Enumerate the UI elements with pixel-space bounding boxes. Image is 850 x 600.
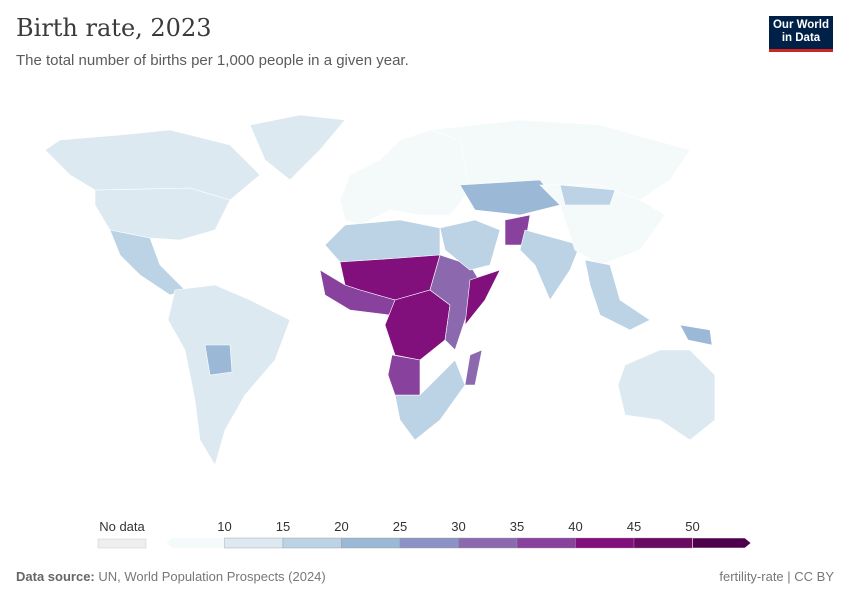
license[interactable]: fertility-rate | CC BY bbox=[719, 569, 834, 584]
page-subtitle: The total number of births per 1,000 peo… bbox=[16, 52, 409, 69]
legend-bin-0[interactable] bbox=[165, 537, 225, 549]
legend-bin-5[interactable] bbox=[458, 537, 518, 549]
data-source: Data source: UN, World Population Prospe… bbox=[16, 569, 326, 584]
legend-bin-6[interactable] bbox=[516, 537, 576, 549]
legend-tick-label: 30 bbox=[451, 519, 465, 534]
region-somalia[interactable]: Somalia bbox=[464, 269, 501, 326]
legend-tick-label: 45 bbox=[627, 519, 641, 534]
region-central-asia[interactable]: Central Asia bbox=[459, 179, 561, 216]
legend-tick-label: 15 bbox=[276, 519, 290, 534]
region-papua-new-guinea[interactable]: Papua New Guinea bbox=[679, 324, 713, 346]
region-south-asia[interactable]: South Asia bbox=[519, 229, 581, 301]
legend-bin-8[interactable] bbox=[633, 537, 693, 549]
legend-bin-1[interactable] bbox=[224, 537, 284, 549]
legend-tick-label: 40 bbox=[568, 519, 582, 534]
legend-bin-9[interactable] bbox=[692, 537, 752, 549]
region-europe[interactable]: Europe bbox=[339, 129, 471, 226]
region-north-africa[interactable]: North Africa bbox=[324, 219, 441, 263]
owid-logo[interactable]: Our World in Data bbox=[769, 16, 833, 52]
region-east-africa[interactable]: East Africa bbox=[429, 254, 486, 351]
legend-tick-label: 50 bbox=[685, 519, 699, 534]
region-madagascar[interactable]: Madagascar bbox=[464, 349, 483, 386]
legend-bin-7[interactable] bbox=[575, 537, 635, 549]
region-canada[interactable]: Canada bbox=[44, 129, 261, 201]
legend-tick-label: 35 bbox=[510, 519, 524, 534]
legend-tick-label: 25 bbox=[393, 519, 407, 534]
region-southern-africa[interactable]: Southern Africa bbox=[394, 359, 466, 441]
source-label: Data source: bbox=[16, 569, 95, 584]
source-text[interactable]: UN, World Population Prospects (2024) bbox=[98, 569, 326, 584]
region-south-america[interactable]: South America bbox=[167, 284, 291, 466]
legend-bin-2[interactable] bbox=[282, 537, 342, 549]
legend-tick-label: 20 bbox=[334, 519, 348, 534]
legend-bin-3[interactable] bbox=[341, 537, 401, 549]
region-middle-east[interactable]: Middle East bbox=[439, 219, 501, 271]
region-southeast-asia[interactable]: Southeast Asia bbox=[584, 259, 651, 331]
region-angola[interactable]: Angola bbox=[387, 354, 421, 396]
legend: No data 10 15 20 25 30 35 40 45 50 bbox=[97, 519, 752, 549]
region-mongolia[interactable]: Mongolia bbox=[559, 184, 616, 206]
region-bolivia[interactable]: Bolivia bbox=[204, 344, 233, 376]
region-central-africa[interactable]: Central Africa bbox=[384, 289, 451, 361]
legend-no-data-swatch bbox=[97, 538, 147, 549]
region-australia[interactable]: Australia bbox=[617, 349, 716, 441]
page-title: Birth rate, 2023 bbox=[16, 14, 212, 42]
legend-no-data-label: No data bbox=[99, 519, 145, 534]
region-greenland[interactable]: Greenland bbox=[249, 114, 346, 181]
legend-tick-label: 10 bbox=[217, 519, 231, 534]
legend-bin-4[interactable] bbox=[399, 537, 459, 549]
